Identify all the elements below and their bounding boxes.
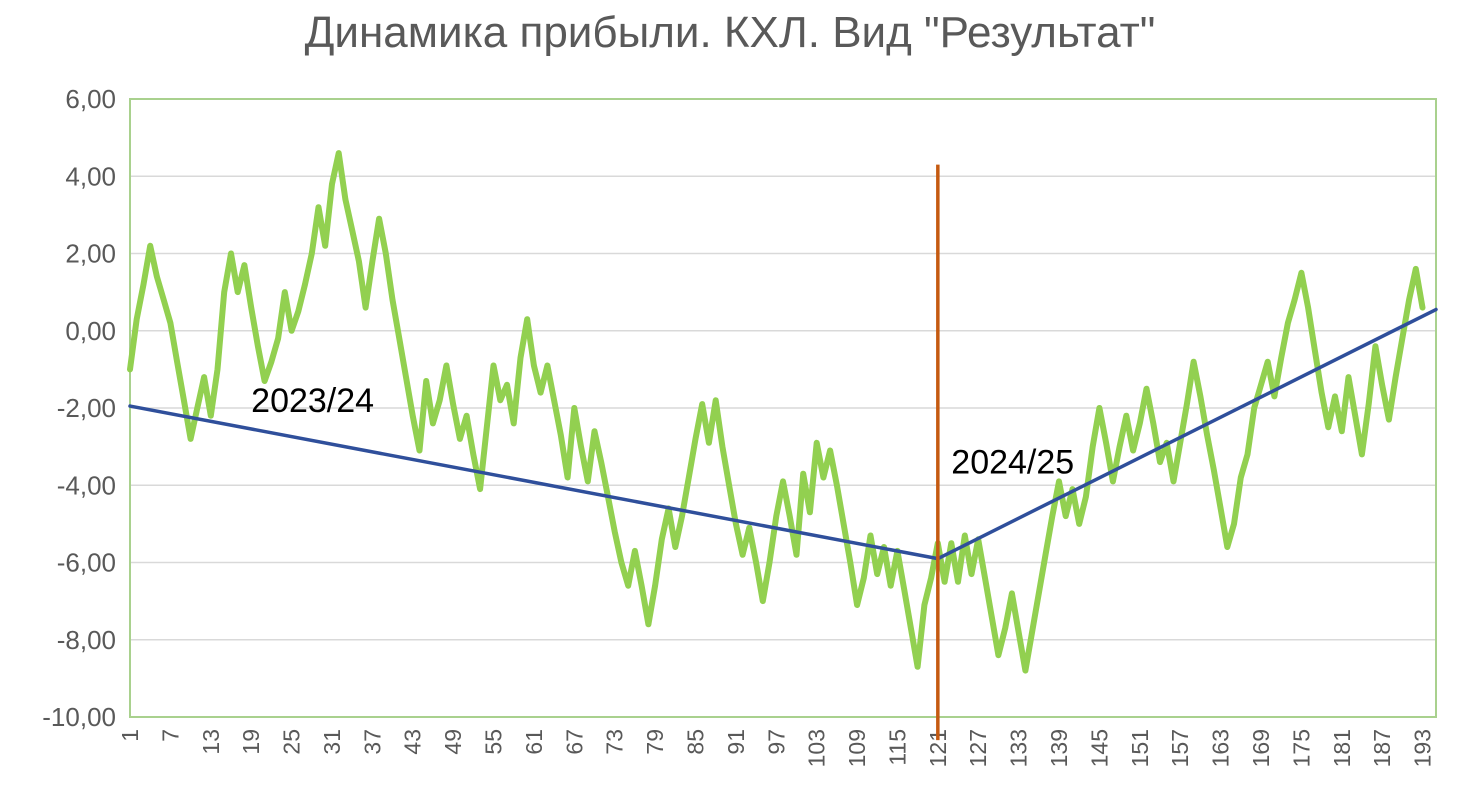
- x-tick-label: 175: [1288, 729, 1314, 767]
- x-tick-label: 91: [723, 729, 749, 755]
- x-tick-label: 43: [400, 729, 426, 755]
- x-tick-label: 79: [642, 729, 668, 755]
- x-tick-label: 1: [117, 729, 143, 742]
- x-tick-label: 61: [521, 729, 547, 755]
- plot-area-border: [129, 98, 1437, 718]
- x-tick-label: 127: [965, 729, 991, 767]
- x-tick-label: 187: [1369, 729, 1395, 767]
- x-tick-label: 151: [1127, 729, 1153, 767]
- x-tick-label: 67: [561, 729, 587, 755]
- x-tick-label: 49: [440, 729, 466, 755]
- x-tick-label: 193: [1410, 729, 1436, 767]
- y-tick-label: -4,00: [57, 470, 116, 500]
- x-tick-label: 37: [359, 729, 385, 755]
- annotations: 2023/24 2024/25: [251, 382, 1074, 482]
- trend-line: [128, 404, 940, 561]
- x-tick-label: 7: [157, 729, 183, 742]
- x-tick-label: 163: [1208, 729, 1234, 767]
- x-tick-label: 115: [884, 729, 910, 766]
- x-tick-label: 157: [1167, 729, 1193, 767]
- y-tick-label: 6,00: [65, 84, 116, 114]
- x-tick-label: 55: [481, 729, 507, 755]
- x-tick-label: 31: [319, 729, 345, 755]
- y-tick-label: -6,00: [57, 548, 116, 578]
- x-tick-label: 85: [682, 729, 708, 755]
- x-tick-label: 145: [1086, 729, 1112, 767]
- x-tick-label: 133: [1006, 729, 1032, 767]
- season-label: 2024/25: [951, 444, 1074, 482]
- y-tick-label: -8,00: [57, 625, 116, 655]
- y-tick-label: 2,00: [65, 239, 116, 269]
- y-tick-label: -10,00: [42, 702, 116, 732]
- y-tick-label: 0,00: [65, 316, 116, 346]
- chart-title: Динамика прибыли. КХЛ. Вид "Результат": [305, 8, 1156, 57]
- series-layer: [127, 150, 1426, 674]
- x-tick-label: 169: [1248, 729, 1274, 767]
- y-tick-label: -2,00: [57, 393, 116, 423]
- trend-lines: [128, 307, 1438, 561]
- x-tick-label: 103: [804, 729, 830, 767]
- x-tick-label: 139: [1046, 729, 1072, 767]
- x-tick-label: 109: [844, 729, 870, 767]
- profit-series-line: [127, 150, 1426, 674]
- x-tick-label: 97: [763, 729, 789, 755]
- x-axis-ticks: 1 7 13 19 25 31 37 43 49 55 61 67 73 79 85 91 97 103 109 11…: [117, 729, 1436, 767]
- season-label: 2023/24: [251, 382, 374, 420]
- x-tick-label: 19: [238, 729, 264, 755]
- x-tick-label: 181: [1329, 729, 1355, 767]
- trend-line: [936, 307, 1438, 561]
- y-tick-label: 4,00: [65, 161, 116, 191]
- x-tick-label: 73: [602, 729, 628, 755]
- x-tick-label: 25: [279, 729, 305, 755]
- y-axis-ticks: 6,00 4,00 2,00 0,00 -2,00 -4,00 -6,00 -8,00 -10,…: [42, 84, 116, 732]
- x-tick-label: 13: [198, 729, 224, 755]
